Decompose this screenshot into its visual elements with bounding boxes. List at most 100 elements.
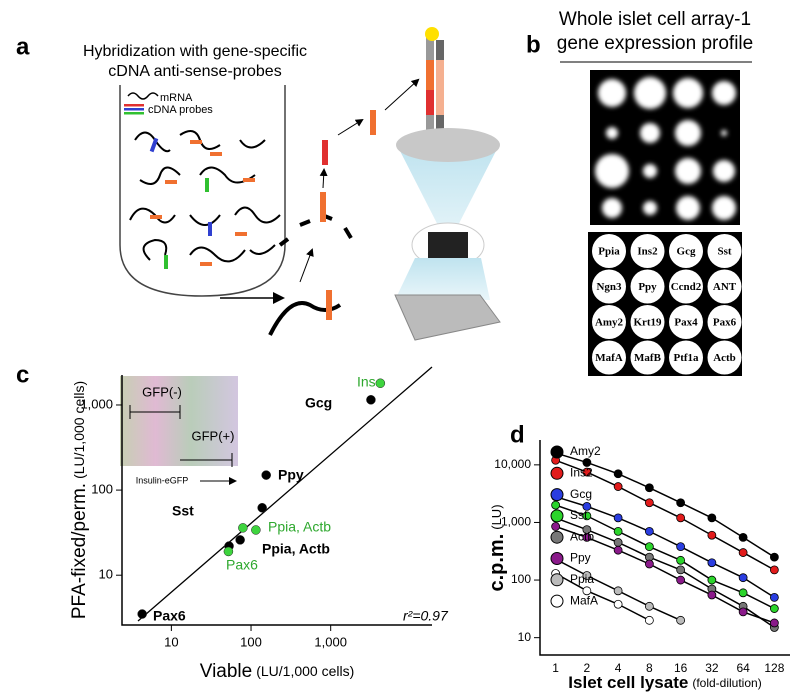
key-circle <box>592 340 626 375</box>
marker <box>676 565 686 575</box>
key-circle <box>669 305 703 339</box>
series-line <box>555 525 775 624</box>
microplate <box>394 294 501 341</box>
key-circle <box>707 340 742 375</box>
marker <box>613 545 623 555</box>
legend-marker <box>550 488 564 502</box>
key-label: MafA <box>595 352 623 364</box>
spot <box>602 198 622 218</box>
inset-bracket <box>129 405 233 467</box>
marker <box>707 590 717 600</box>
panel-b: Whole islet cell array-1 gene expression… <box>557 9 753 376</box>
marker <box>769 618 779 628</box>
key-label: Sst <box>717 246 731 258</box>
series-line <box>555 452 775 558</box>
mrna-strands <box>129 130 281 263</box>
signal <box>425 27 439 41</box>
legend-label: MafA <box>570 593 598 607</box>
y-tick-label: 10 <box>518 630 532 644</box>
marker <box>644 483 654 493</box>
key-circle <box>669 269 703 304</box>
probe <box>326 290 332 320</box>
key-label: Amy2 <box>595 317 624 329</box>
key-label: Pax4 <box>674 317 698 329</box>
y-tick-label: 100 <box>511 572 531 586</box>
x-tick-label: 128 <box>764 661 784 675</box>
panel-title: cDNA anti-sense-probes <box>108 63 281 80</box>
key-circle <box>592 234 626 268</box>
marker <box>707 558 717 568</box>
marker <box>582 458 592 467</box>
panel-label: d <box>510 421 525 448</box>
spot <box>606 127 618 139</box>
axis-title-main: c.p.m. <box>486 534 508 592</box>
probes <box>149 137 255 269</box>
marker <box>644 559 654 569</box>
marker <box>738 588 748 598</box>
marker <box>676 575 686 585</box>
key-label: Ppia <box>598 246 620 258</box>
panel-a: Hybridization with gene-specific cDNA an… <box>83 27 501 341</box>
legend-label: Sst <box>570 508 588 522</box>
marker <box>707 575 717 585</box>
spot <box>595 154 629 188</box>
annotation: r²=0.97 <box>403 608 449 624</box>
spot <box>675 158 701 184</box>
key-circle <box>630 234 665 268</box>
marker <box>551 522 561 531</box>
x-tick-label: 2 <box>584 661 591 675</box>
marker <box>613 599 623 609</box>
marker <box>769 565 779 575</box>
probe-icon <box>124 112 144 115</box>
annotation: Ppia, Actb <box>268 519 331 535</box>
legend-label: Ins2 <box>570 465 593 479</box>
key-circle <box>707 269 742 304</box>
spot <box>675 120 701 146</box>
x-tick-label: 1,000 <box>314 634 347 649</box>
spot <box>713 160 735 182</box>
marker <box>644 542 654 552</box>
axis-title-unit: (LU) <box>489 504 504 529</box>
series-line <box>555 459 775 571</box>
legend-marker <box>550 552 564 565</box>
marker <box>644 526 654 536</box>
point <box>375 378 386 388</box>
annotation: Pax6 <box>226 557 258 573</box>
marker <box>769 604 779 613</box>
axis-title: Islet cell lysate (fold-dilution) <box>568 673 761 692</box>
marker <box>738 573 748 583</box>
x-tick-label: 16 <box>674 661 688 675</box>
spot <box>598 79 626 107</box>
marker <box>613 469 623 479</box>
key-label: Pax6 <box>713 317 737 329</box>
axis-title-main: Viable <box>200 661 252 682</box>
series-line <box>555 517 775 629</box>
plate-top <box>396 128 500 162</box>
legend-marker <box>550 466 564 480</box>
marker <box>738 548 748 557</box>
marker <box>738 533 748 542</box>
marker <box>582 533 592 542</box>
spot <box>673 78 703 108</box>
marker <box>582 571 592 580</box>
key-circle <box>669 234 703 268</box>
marker <box>582 467 592 477</box>
point <box>137 609 147 619</box>
axis-title: c.p.m. (LU) <box>486 504 508 591</box>
panel-title: Whole islet cell array-1 <box>559 9 751 30</box>
spot <box>634 77 666 109</box>
series-line <box>555 504 775 610</box>
legend-marker <box>550 509 564 523</box>
axis-title-unit: (LU/1,000 cells) <box>256 663 354 679</box>
marker <box>707 530 717 540</box>
fit-line <box>137 366 433 622</box>
marker <box>676 513 686 523</box>
key-circle <box>669 340 703 375</box>
marker <box>582 511 592 521</box>
key-label: Actb <box>713 352 736 364</box>
legend-marker <box>550 530 564 544</box>
marker <box>769 552 779 562</box>
key-circle <box>592 305 626 339</box>
series-line <box>555 572 650 621</box>
marker <box>551 500 561 510</box>
